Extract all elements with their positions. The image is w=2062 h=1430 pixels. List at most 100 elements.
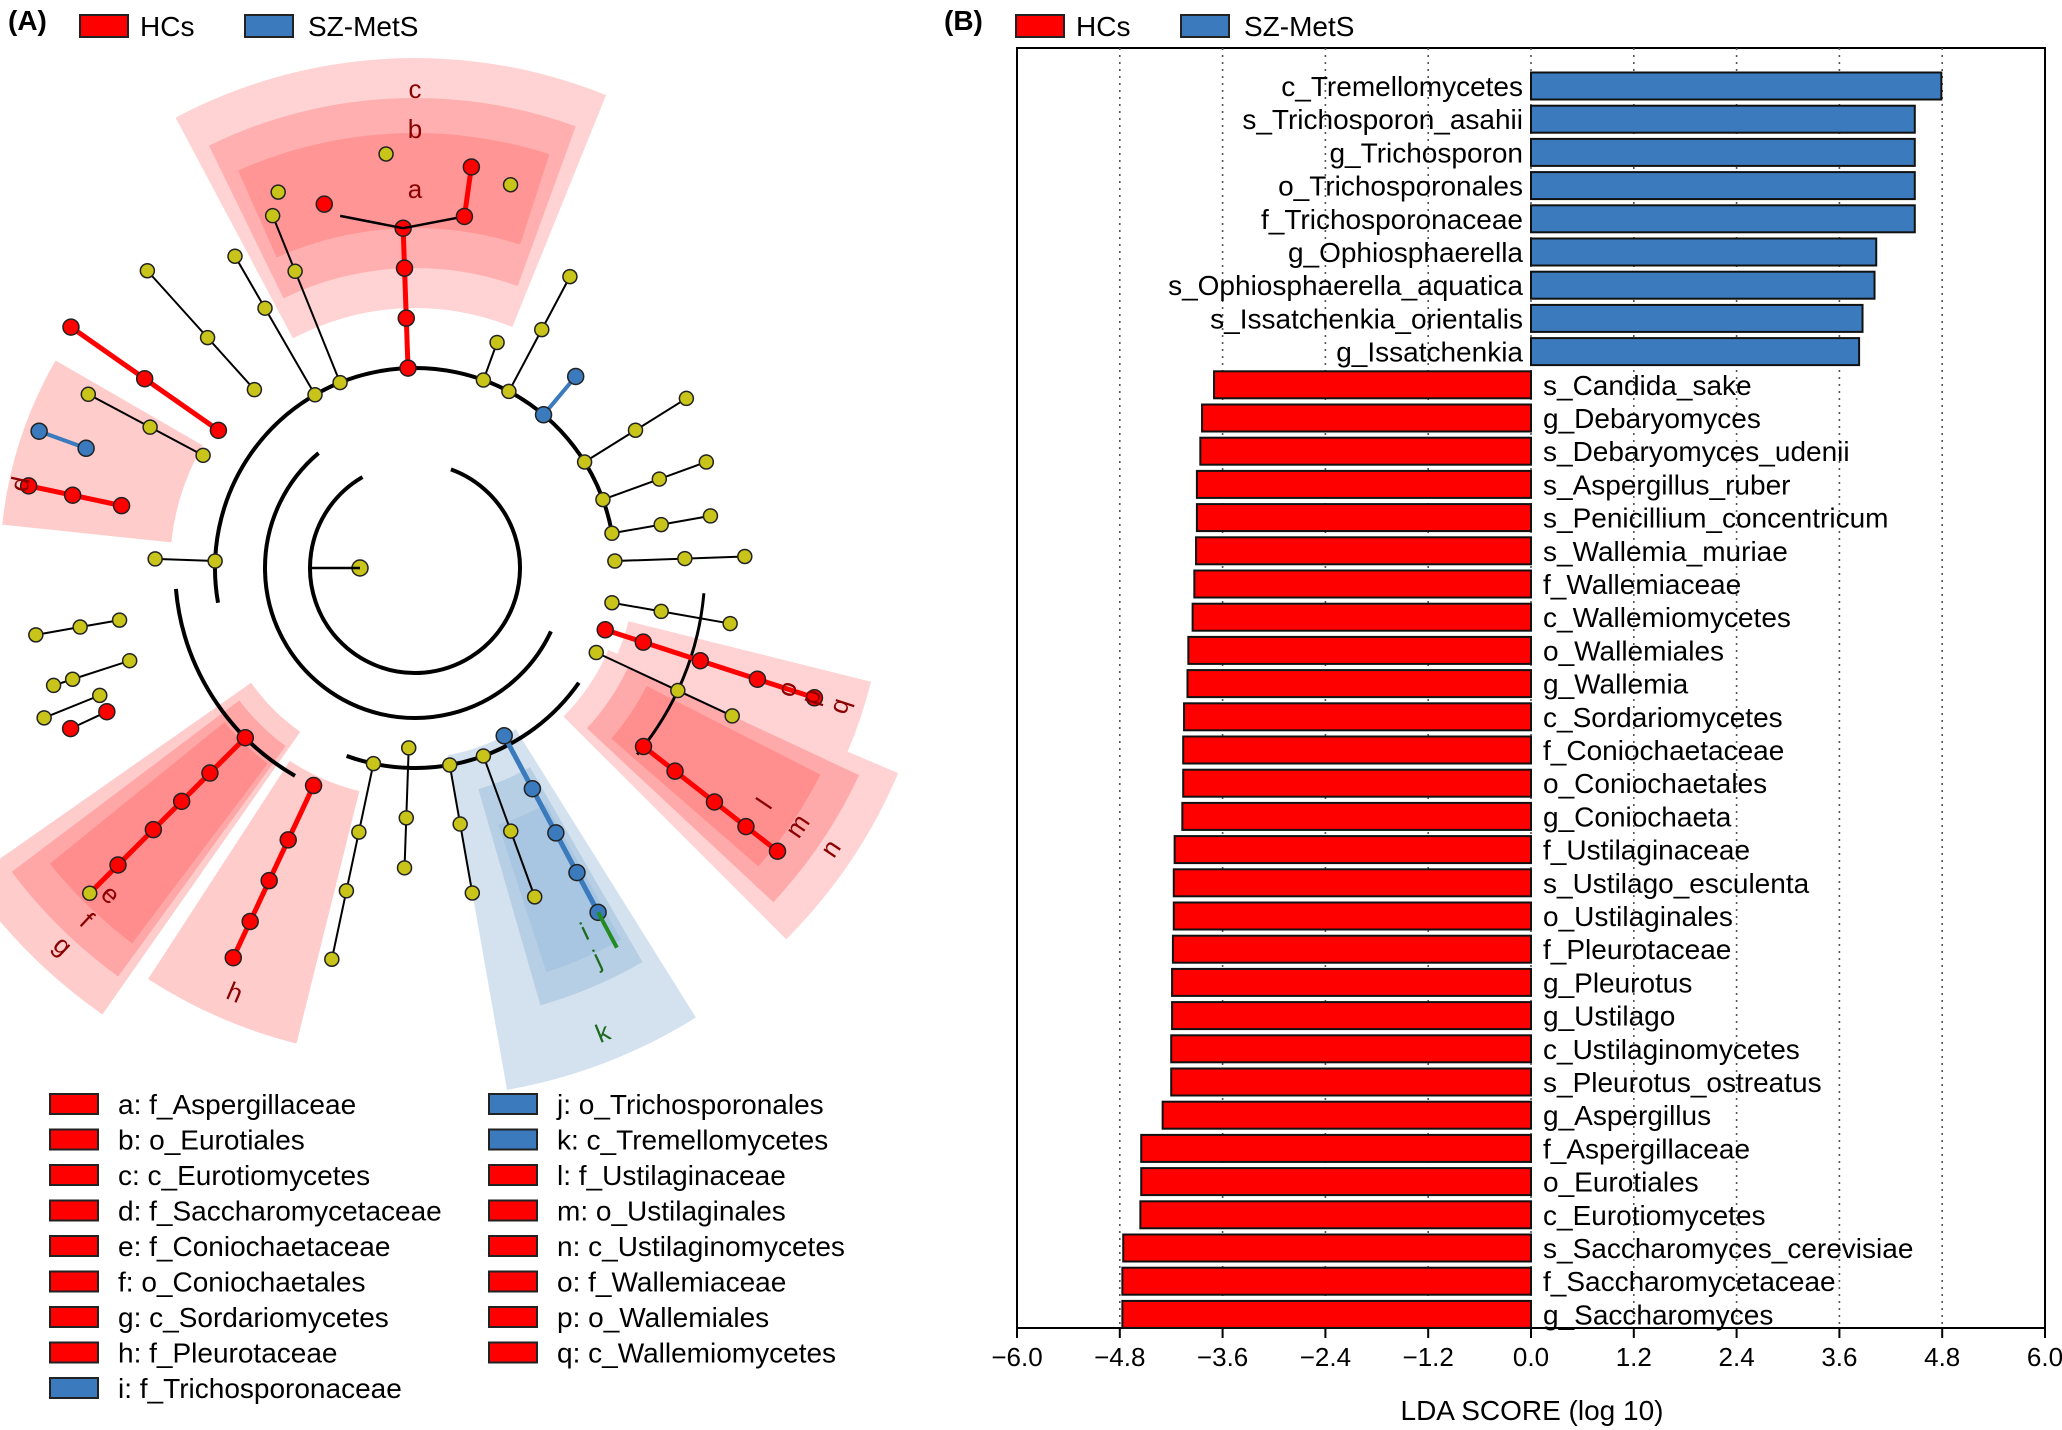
bar-label: g_Pleurotus — [1543, 967, 1692, 998]
key-swatch — [49, 1270, 99, 1293]
tree-branch — [684, 555, 745, 560]
tree-branch — [611, 523, 662, 535]
tree-node — [111, 612, 128, 628]
bar — [1121, 1266, 1532, 1296]
bar — [1195, 469, 1533, 499]
bar-label: s_Penicillium_concentricum — [1543, 503, 1888, 534]
bar-label: s_Debaryomyces_udenii — [1543, 436, 1850, 467]
tree-node — [568, 863, 586, 882]
tree-node — [332, 374, 348, 391]
tree-node — [81, 885, 98, 902]
tree-node — [19, 477, 38, 495]
bar — [1187, 635, 1533, 665]
key-swatch — [49, 1306, 99, 1328]
tree-node — [279, 831, 297, 849]
legend-swatch-hcs — [1015, 14, 1065, 38]
legend-label-hcs: HCs — [1076, 11, 1130, 42]
bar-label: f_Pleurotaceae — [1543, 934, 1731, 965]
tree-node — [270, 184, 286, 200]
tree-arc — [173, 588, 297, 778]
tree-branch — [149, 426, 204, 457]
bar — [1530, 104, 1916, 134]
tree-node — [722, 615, 738, 632]
clade-sector-b — [208, 98, 576, 299]
tree-branch — [661, 610, 731, 625]
tree-branch — [264, 307, 316, 396]
tree-node — [768, 842, 787, 860]
legend-label-szmets: SZ-MetS — [1244, 11, 1354, 42]
tree-branch — [43, 694, 101, 719]
key-swatch — [49, 1164, 99, 1186]
tree-branch — [405, 747, 410, 818]
bar-label: o_Eurotiales — [1543, 1167, 1699, 1198]
bar — [1186, 669, 1533, 699]
tree-branch — [143, 376, 220, 433]
tree-branch — [661, 514, 711, 526]
tree-node — [112, 496, 131, 515]
bar — [1530, 303, 1864, 333]
tree-node — [142, 419, 158, 435]
bar — [1121, 1299, 1532, 1329]
tree-branch — [596, 911, 619, 949]
bar-label: f_Saccharomycetaceae — [1543, 1266, 1836, 1297]
clade-sector-g — [0, 682, 301, 1015]
tree-node — [45, 677, 62, 694]
tree-node — [562, 268, 578, 285]
key-swatch — [488, 1199, 538, 1222]
tree-arc — [308, 467, 522, 675]
clade-sector-i — [498, 804, 622, 973]
tree-branch — [285, 784, 316, 841]
bar-label: g_Aspergillus — [1543, 1100, 1711, 1131]
tree-branch — [234, 255, 266, 309]
bar-label: o_Wallemiales — [1543, 635, 1724, 666]
x-tick-label: −4.8 — [1094, 1342, 1145, 1372]
bar-label: g_Wallemia — [1543, 669, 1689, 700]
tree-branch — [357, 763, 375, 833]
bar — [1171, 934, 1532, 964]
tree-node — [670, 682, 686, 699]
tree-node — [702, 508, 719, 524]
tree-node — [207, 553, 223, 569]
tree-node — [502, 176, 519, 193]
tree-branch — [459, 823, 474, 894]
tree-node — [121, 652, 138, 669]
bar-label: s_Aspergillus_ruber — [1543, 469, 1790, 500]
tree-branch — [602, 478, 660, 501]
panel-a-label: (A) — [8, 5, 47, 36]
tree-node — [604, 594, 620, 611]
bar-label: f_Trichosporonaceae — [1261, 204, 1523, 235]
key-label: j: o_Trichosporonales — [556, 1089, 824, 1120]
tree-branch — [146, 270, 209, 339]
x-tick-label: 1.2 — [1616, 1342, 1652, 1372]
tree-node — [627, 422, 644, 438]
tree-node — [246, 381, 263, 398]
key-swatch — [488, 1128, 538, 1151]
tree-node — [61, 719, 80, 738]
bar — [1171, 1001, 1532, 1031]
tree-node — [651, 471, 668, 487]
tree-node — [307, 387, 323, 403]
bar-label: f_Wallemiaceae — [1543, 569, 1741, 600]
key-label: l: f_Ustilaginaceae — [557, 1160, 786, 1191]
bar — [1530, 137, 1916, 167]
tree-node — [36, 710, 52, 726]
lda-bar-chart: −6.0 −4.8 −3.6 −2.4 −1.2 0.0 1.2 2.4 3.6 4.8 6.0 c_… — [991, 47, 2062, 1372]
tree-node — [109, 856, 127, 874]
tree-branch — [330, 890, 348, 960]
tree-branch — [658, 461, 707, 481]
tree-node — [64, 671, 81, 687]
bar — [1170, 1034, 1532, 1064]
tree-node — [475, 372, 492, 388]
bar-label: s_Saccharomyces_cerevisiae — [1543, 1233, 1913, 1264]
tree-node — [144, 820, 163, 839]
bar — [1183, 702, 1533, 732]
key-swatch — [488, 1164, 538, 1186]
bar — [1181, 801, 1532, 831]
key-label: g: c_Sordariomycetes — [118, 1302, 389, 1333]
key-label: n: c_Ustilaginomycetes — [557, 1231, 845, 1262]
clade-key: a: f_Aspergillaceae b: o_Eurotiales c: c_E… — [49, 1089, 845, 1404]
bar — [1161, 1100, 1532, 1130]
tree-node — [698, 454, 715, 470]
tree-node — [607, 553, 623, 569]
tree-node — [257, 300, 273, 316]
